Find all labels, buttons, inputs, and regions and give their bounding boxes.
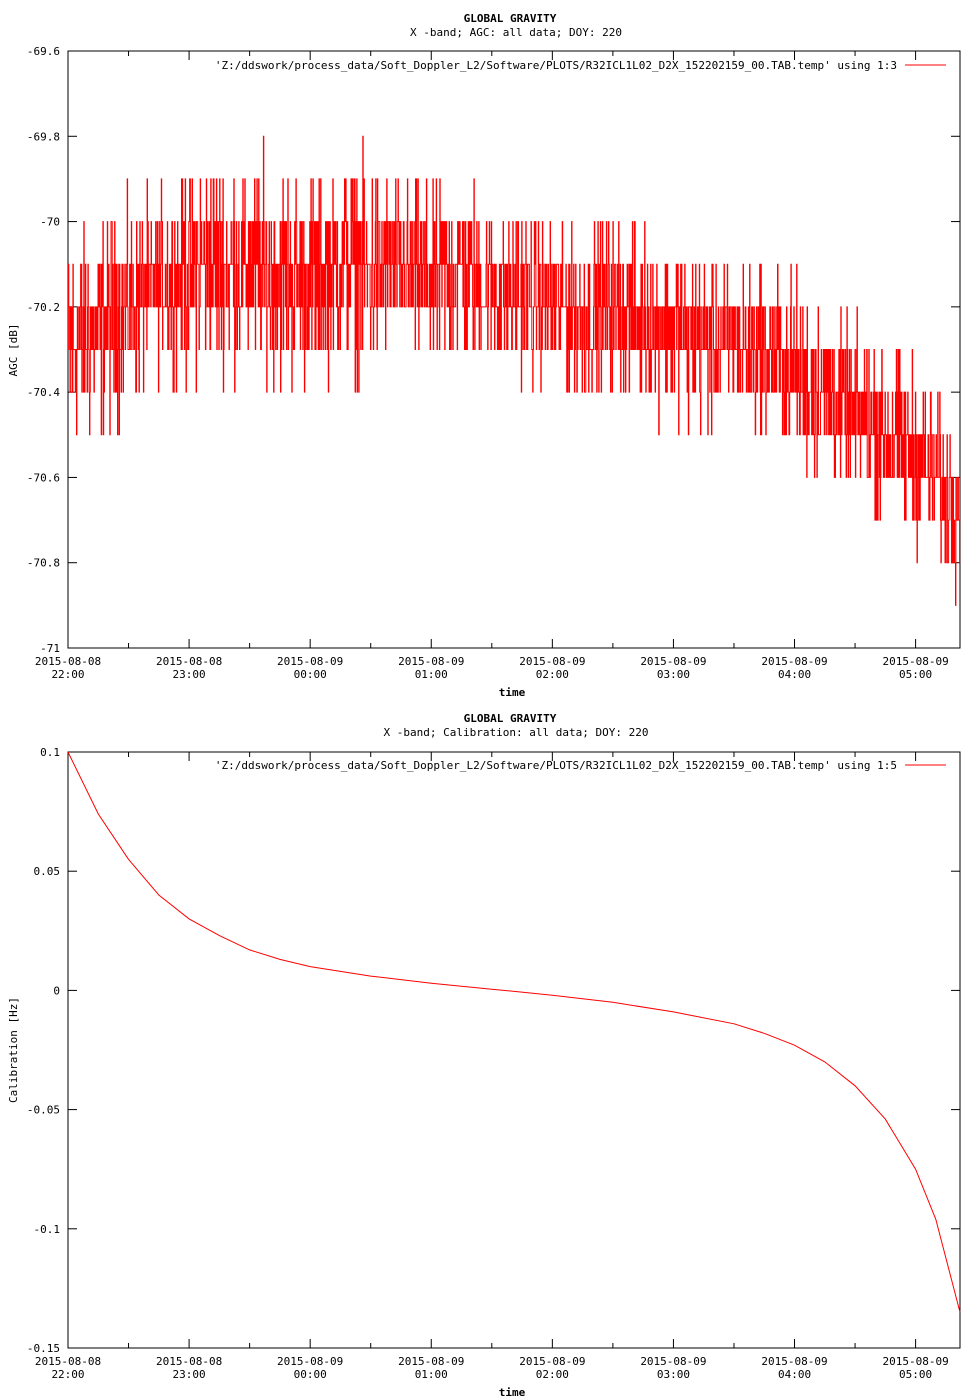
agc-x-tick-date: 2015-08-09 — [277, 655, 343, 668]
agc-x-tick-time: 02:00 — [536, 668, 569, 681]
calibration-x-tick-time: 04:00 — [778, 1368, 811, 1381]
calibration-x-tick-date: 2015-08-09 — [882, 1355, 948, 1368]
calibration-plot-title: GLOBAL GRAVITY — [464, 712, 557, 725]
calibration-y-tick-label: 0.05 — [34, 865, 61, 878]
calibration-x-tick-time: 23:00 — [173, 1368, 206, 1381]
agc-x-tick-time: 03:00 — [657, 668, 690, 681]
agc-y-tick-label: -70.8 — [27, 557, 60, 570]
calibration-y-tick-label: 0 — [53, 984, 60, 997]
calibration-x-tick-date: 2015-08-09 — [519, 1355, 585, 1368]
calibration-series-group — [67, 751, 961, 1313]
agc-x-tick-time: 01:00 — [415, 668, 448, 681]
agc-x-tick-date: 2015-08-09 — [640, 655, 706, 668]
agc-x-tick-date: 2015-08-09 — [882, 655, 948, 668]
calibration-x-tick-date: 2015-08-08 — [156, 1355, 222, 1368]
calibration-plot-subtitle: X -band; Calibration: all data; DOY: 220 — [384, 726, 649, 739]
agc-plot-title: GLOBAL GRAVITY — [464, 12, 557, 25]
agc-x-tick-time: 00:00 — [294, 668, 327, 681]
agc-x-tick-date: 2015-08-08 — [156, 655, 222, 668]
agc-x-axis-label: time — [499, 686, 526, 699]
calibration-x-tick-time: 05:00 — [899, 1368, 932, 1381]
calibration-legend-label: 'Z:/ddswork/process_data/Soft_Doppler_L2… — [215, 759, 897, 772]
agc-y-tick-label: -70.4 — [27, 386, 60, 399]
calibration-x-ticks: 2015-08-0822:002015-08-0823:002015-08-09… — [35, 752, 949, 1381]
agc-x-tick-date: 2015-08-09 — [761, 655, 827, 668]
agc-x-tick-time: 22:00 — [51, 668, 84, 681]
calibration-x-tick-date: 2015-08-09 — [277, 1355, 343, 1368]
agc-plot-subtitle: X -band; AGC: all data; DOY: 220 — [410, 26, 622, 39]
agc-x-tick-date: 2015-08-09 — [519, 655, 585, 668]
calibration-x-axis-label: time — [499, 1386, 526, 1399]
agc-y-tick-label: -71 — [40, 642, 60, 655]
calibration-y-ticks: 0.1 0.05 0 -0.05 -0.1 -0.15 — [27, 746, 960, 1355]
calibration-plot: GLOBAL GRAVITY X -band; Calibration: all… — [7, 712, 961, 1399]
calibration-x-tick-time: 02:00 — [536, 1368, 569, 1381]
agc-y-tick-label: -70.2 — [27, 301, 60, 314]
calibration-x-tick-time: 22:00 — [51, 1368, 84, 1381]
agc-y-tick-label: -69.8 — [27, 130, 60, 143]
calibration-x-tick-date: 2015-08-09 — [640, 1355, 706, 1368]
calibration-x-tick-date: 2015-08-09 — [761, 1355, 827, 1368]
calibration-y-tick-label: -0.15 — [27, 1342, 60, 1355]
calibration-series-line — [67, 751, 961, 1313]
calibration-x-tick-date: 2015-08-08 — [35, 1355, 101, 1368]
agc-y-ticks: -69.6 -69.8 -70 -70.2 -70.4 -70.6 -70.8 -71 — [27, 45, 960, 655]
calibration-x-tick-time: 03:00 — [657, 1368, 690, 1381]
agc-series-line — [67, 135, 961, 606]
agc-x-tick-date: 2015-08-09 — [398, 655, 464, 668]
agc-x-tick-time: 05:00 — [899, 668, 932, 681]
agc-x-tick-time: 04:00 — [778, 668, 811, 681]
calibration-plot-frame — [67, 751, 961, 1349]
calibration-x-tick-time: 01:00 — [415, 1368, 448, 1381]
agc-series-group — [67, 135, 961, 606]
agc-x-tick-date: 2015-08-08 — [35, 655, 101, 668]
agc-y-tick-label: -70.6 — [27, 471, 60, 484]
agc-x-ticks: 2015-08-0822:002015-08-0823:002015-08-09… — [35, 51, 949, 681]
calibration-x-tick-time: 00:00 — [294, 1368, 327, 1381]
calibration-y-tick-label: -0.05 — [27, 1104, 60, 1117]
agc-y-tick-label: -70 — [40, 216, 60, 229]
agc-x-tick-time: 23:00 — [173, 668, 206, 681]
agc-y-axis-label: AGC [dB] — [7, 324, 20, 377]
agc-legend-label: 'Z:/ddswork/process_data/Soft_Doppler_L2… — [215, 59, 897, 72]
agc-y-tick-label: -69.6 — [27, 45, 60, 58]
agc-plot: GLOBAL GRAVITY X -band; AGC: all data; D… — [7, 12, 961, 699]
calibration-x-tick-date: 2015-08-09 — [398, 1355, 464, 1368]
calibration-y-axis-label: Calibration [Hz] — [7, 997, 20, 1103]
calibration-y-tick-label: -0.1 — [34, 1223, 61, 1236]
calibration-y-tick-label: 0.1 — [40, 746, 60, 759]
